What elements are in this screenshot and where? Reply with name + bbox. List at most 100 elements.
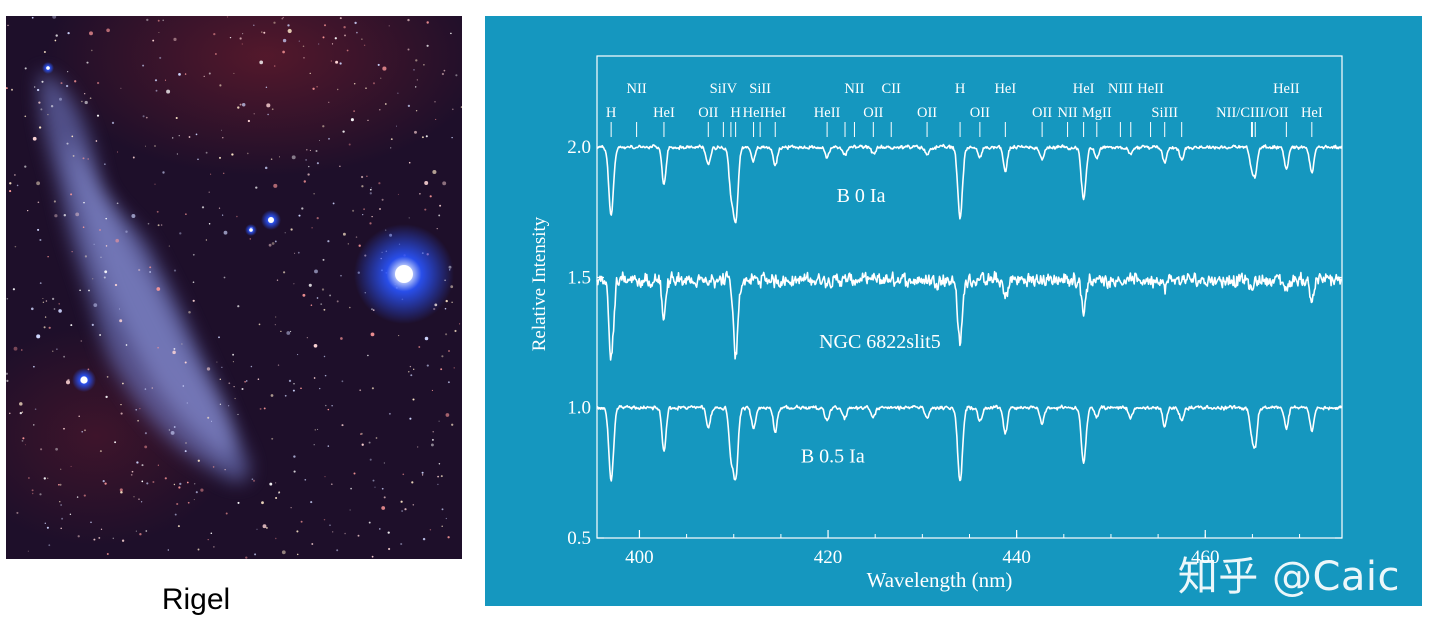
background-star <box>413 69 415 71</box>
background-star <box>306 149 308 151</box>
background-star <box>375 437 378 439</box>
background-star <box>36 88 40 92</box>
y-tick-label: 0.5 <box>567 528 591 549</box>
background-star <box>436 228 438 230</box>
background-star <box>310 304 313 306</box>
background-star <box>81 100 83 103</box>
background-star <box>65 84 69 88</box>
background-star <box>409 365 412 368</box>
background-star <box>360 175 364 179</box>
background-star <box>6 298 9 300</box>
background-star <box>59 501 61 503</box>
background-star <box>207 416 210 419</box>
background-star <box>121 539 125 542</box>
background-star <box>419 192 421 195</box>
background-star <box>247 119 251 123</box>
background-star <box>339 165 341 167</box>
background-star <box>116 151 119 153</box>
background-star <box>387 531 390 534</box>
background-star <box>342 232 346 236</box>
background-star <box>359 389 362 392</box>
background-star <box>300 387 302 390</box>
background-star <box>213 32 216 36</box>
background-star <box>281 550 286 555</box>
background-star <box>42 301 45 304</box>
background-star <box>353 82 356 85</box>
background-star <box>160 224 163 226</box>
background-star <box>7 24 9 27</box>
background-star <box>67 71 69 73</box>
background-star <box>447 536 450 539</box>
background-star <box>120 87 122 89</box>
background-star <box>339 62 342 65</box>
background-star <box>120 412 123 415</box>
background-star <box>31 489 34 492</box>
background-star <box>318 139 321 142</box>
background-star <box>22 437 25 440</box>
background-star <box>208 223 211 225</box>
background-star <box>316 86 318 88</box>
background-star <box>9 182 12 185</box>
background-star <box>381 198 384 201</box>
background-star <box>372 479 375 482</box>
background-star <box>409 417 412 420</box>
background-star <box>336 300 339 303</box>
background-star <box>146 482 149 485</box>
background-star <box>259 60 264 65</box>
background-star <box>308 283 312 287</box>
background-star <box>293 283 295 285</box>
background-star <box>361 38 363 40</box>
background-star <box>19 411 22 415</box>
spectrum-chart-panel: 0.5 1.0 1.5 2.0 400 420 440 460 Wavelength (nm) R… <box>485 16 1422 606</box>
background-star <box>275 496 278 500</box>
background-star <box>6 379 9 383</box>
background-star <box>245 380 248 382</box>
background-star <box>48 544 51 547</box>
background-star <box>136 461 139 464</box>
background-star <box>424 336 429 341</box>
background-star <box>100 256 102 259</box>
background-star <box>34 408 37 410</box>
background-star <box>241 43 243 45</box>
background-star <box>53 308 56 310</box>
background-star <box>237 106 240 109</box>
background-star <box>218 207 221 209</box>
background-star <box>40 108 43 111</box>
background-star <box>413 368 415 370</box>
x-tick-label: 420 <box>814 547 843 568</box>
background-star <box>14 174 16 176</box>
background-star <box>195 133 198 136</box>
background-star <box>397 193 399 195</box>
background-star <box>293 470 296 473</box>
background-star <box>336 549 339 552</box>
background-star <box>157 464 159 466</box>
background-star <box>296 530 299 533</box>
background-star <box>89 31 93 36</box>
background-star <box>223 230 228 235</box>
background-star <box>172 350 176 355</box>
background-star <box>213 546 215 548</box>
background-star <box>459 323 461 325</box>
background-star <box>421 136 424 139</box>
background-star <box>197 158 199 161</box>
background-star <box>41 80 44 83</box>
background-star <box>51 297 55 301</box>
background-star <box>144 145 147 147</box>
background-star <box>447 381 450 384</box>
background-star <box>352 209 355 212</box>
background-star <box>407 48 410 51</box>
background-star <box>313 193 315 195</box>
background-star <box>269 482 273 486</box>
background-star <box>435 118 437 120</box>
background-star <box>320 303 323 305</box>
background-star <box>370 332 375 337</box>
background-star <box>221 366 223 368</box>
background-star <box>47 256 49 258</box>
background-star <box>316 216 319 220</box>
background-star <box>142 64 145 67</box>
background-star <box>218 336 220 339</box>
background-star <box>210 173 212 175</box>
spectrum-line <box>596 143 1343 224</box>
background-star <box>347 243 349 245</box>
background-star <box>242 33 244 35</box>
